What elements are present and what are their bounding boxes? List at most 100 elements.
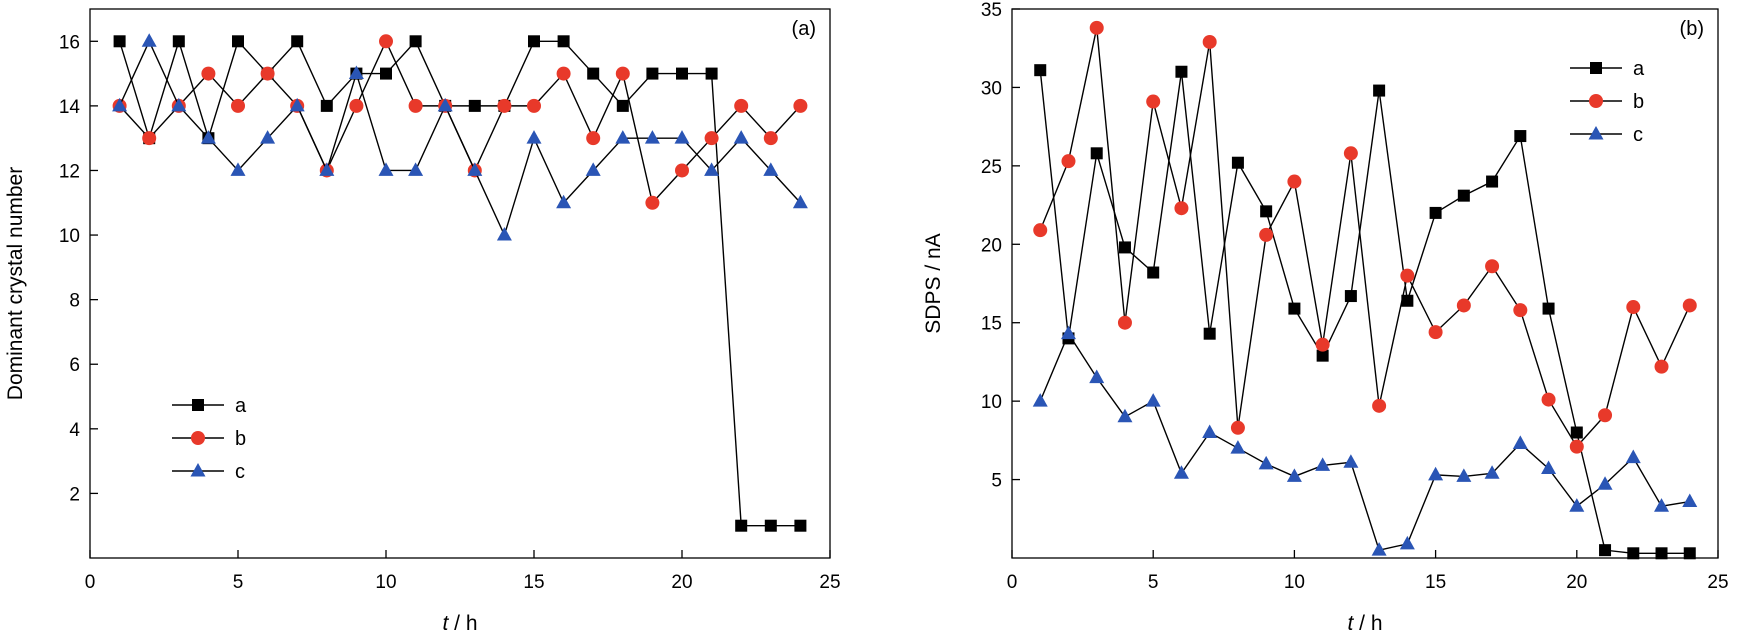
data-point-b	[1654, 359, 1669, 374]
data-point-a	[1203, 327, 1216, 340]
x-tick-label: 0	[85, 572, 96, 593]
x-tick-label: 5	[1148, 572, 1159, 593]
data-point-b	[349, 98, 364, 113]
data-point-a	[1373, 84, 1386, 97]
data-point-b	[1626, 300, 1641, 315]
legend: abc	[1570, 58, 1645, 146]
data-point-b	[1343, 146, 1358, 161]
x-tick-label: 10	[375, 572, 396, 593]
data-point-a	[1570, 426, 1583, 439]
series-b	[112, 34, 808, 210]
data-point-c	[348, 65, 364, 80]
series-line-a	[1039, 70, 1690, 554]
data-point-a	[1231, 156, 1244, 169]
data-point-c	[1117, 408, 1133, 423]
data-point-b	[675, 163, 689, 178]
data-point-a	[646, 67, 659, 80]
data-point-c	[1258, 455, 1274, 470]
data-point-b	[1259, 227, 1274, 242]
data-point-a	[172, 35, 185, 48]
data-point-c	[1343, 454, 1359, 468]
y-tick-label: 25	[981, 157, 1002, 178]
y-tick-label: 14	[59, 97, 81, 118]
data-point-c	[437, 97, 453, 112]
data-point-b	[586, 131, 601, 146]
series-a	[113, 35, 807, 532]
data-point-b	[1315, 337, 1330, 352]
data-point-a	[528, 35, 540, 48]
data-point-b	[556, 66, 571, 81]
series-line-a	[118, 38, 801, 527]
data-point-a	[735, 519, 748, 532]
y-tick-label: 10	[981, 392, 1002, 413]
legend-label-b: b	[235, 428, 246, 450]
series-c	[112, 33, 808, 241]
x-tick-label: 20	[671, 572, 692, 593]
x-tick-label: 20	[1566, 572, 1587, 593]
data-point-c	[792, 194, 808, 209]
data-point-c	[704, 162, 720, 176]
data-point-b	[1428, 325, 1443, 340]
data-point-c	[644, 130, 660, 144]
data-point-a	[1147, 266, 1160, 279]
x-tick-label: 10	[1284, 572, 1305, 593]
y-tick-label: 12	[59, 161, 80, 182]
data-point-a	[616, 99, 629, 112]
series-b	[1033, 20, 1697, 454]
data-point-b	[1061, 154, 1076, 169]
x-axis-label: t / h	[1347, 612, 1382, 635]
data-point-c	[319, 162, 335, 176]
data-point-c	[1089, 369, 1105, 384]
data-point-b	[1456, 298, 1471, 313]
data-point-b	[497, 98, 512, 113]
data-point-b	[1569, 439, 1584, 454]
legend-marker-b	[191, 431, 205, 445]
x-tick-label: 15	[523, 572, 544, 593]
data-point-b	[379, 34, 393, 49]
legend-label-a: a	[235, 395, 247, 417]
data-point-a	[764, 519, 777, 532]
data-point-b	[645, 195, 660, 210]
data-point-c	[1032, 393, 1048, 407]
data-point-a	[676, 67, 688, 80]
data-point-c	[141, 33, 157, 47]
legend-label-c: c	[235, 461, 245, 483]
data-point-a	[1175, 65, 1188, 78]
data-point-c	[200, 130, 216, 144]
data-point-b	[1682, 298, 1697, 313]
data-point-a	[1401, 294, 1414, 307]
data-point-a	[705, 67, 718, 80]
x-tick-label: 0	[1007, 572, 1018, 593]
data-point-b	[1033, 223, 1048, 238]
data-point-b	[201, 66, 216, 81]
y-tick-label: 35	[981, 0, 1002, 21]
series-a	[1034, 64, 1696, 560]
data-point-a	[587, 67, 600, 80]
data-point-c	[408, 162, 424, 176]
data-point-a	[557, 35, 570, 48]
legend-label-a: a	[1633, 58, 1645, 80]
data-point-b	[615, 66, 630, 81]
data-point-a	[1260, 205, 1273, 218]
legend-label-b: b	[1633, 91, 1644, 113]
data-point-c	[1315, 457, 1331, 471]
y-tick-label: 4	[69, 420, 80, 441]
panel-b: 0 5 10 15 20 25 5 10 15 20 25 30 35 t / h SDPS / nA (b)…	[922, 0, 1729, 635]
y-axis-label: Dominant crystal number	[4, 167, 27, 400]
y-tick-label: 30	[981, 78, 1002, 99]
data-point-c	[230, 162, 246, 176]
data-point-b	[408, 98, 423, 113]
panel-label: (a)	[792, 18, 816, 40]
data-point-c	[526, 130, 542, 144]
data-point-a	[794, 519, 807, 532]
data-point-a	[409, 35, 422, 48]
data-point-c	[289, 97, 305, 112]
data-point-c	[763, 162, 779, 176]
data-point-b	[1541, 392, 1556, 407]
y-tick-label: 20	[981, 235, 1002, 256]
data-point-b	[734, 98, 749, 113]
data-point-b	[1089, 20, 1104, 35]
data-point-a	[1344, 290, 1357, 303]
data-point-c	[585, 162, 601, 176]
legend-marker-a	[192, 399, 204, 411]
